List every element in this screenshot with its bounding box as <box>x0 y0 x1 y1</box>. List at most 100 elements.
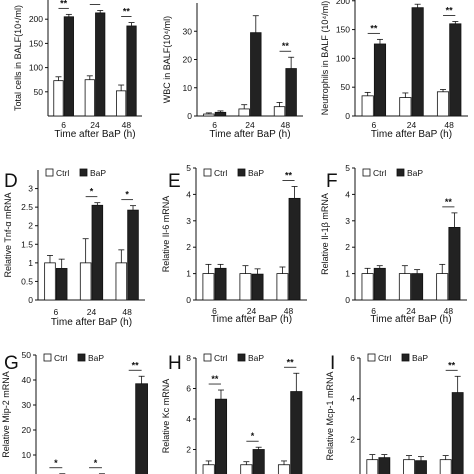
y-tick-label: 5 <box>345 163 350 173</box>
y-tick-label: 150 <box>29 38 43 48</box>
x-tick-label: 6 <box>53 307 58 317</box>
y-axis-label: Relative Mcp-1 mRNA <box>325 371 335 460</box>
significance-marker: * <box>125 190 129 200</box>
significance-marker: ** <box>123 7 131 17</box>
bar-ctrl-48h <box>116 90 127 117</box>
bar-bap-48h <box>451 392 464 474</box>
bar-bap-24h <box>91 204 104 301</box>
legend-swatch-bap <box>79 168 88 177</box>
x-tick-label: 48 <box>444 120 454 130</box>
bar-bap-6h <box>63 16 74 117</box>
significance-marker: ** <box>287 357 295 367</box>
bar-bap-48h <box>135 383 148 474</box>
y-tick-label: 6 <box>350 353 355 363</box>
y-tick-label: 50 <box>22 350 32 360</box>
bar-bap-6h <box>214 267 227 301</box>
y-tick-label: 2 <box>350 434 355 444</box>
x-axis-label: Time after BaP (h) <box>51 317 132 328</box>
y-axis-label: Relative Mip-2 mRNA <box>1 371 11 458</box>
bar-ctrl-6h <box>44 262 56 301</box>
legend-label-ctrl: Ctrl <box>373 168 386 178</box>
significance-marker: ** <box>132 360 140 370</box>
legend-label-bap: BaP <box>412 353 428 363</box>
y-tick-label: 30 <box>22 400 32 410</box>
legend-swatch-ctrl <box>367 353 376 362</box>
y-tick-label: 1.5 <box>21 239 33 249</box>
y-axis-label: WBC in BALF(10⁴/ml) <box>162 16 172 103</box>
x-axis-label: Time after BaP (h) <box>370 314 451 325</box>
y-tick-label: 0.5 <box>21 276 33 286</box>
bar-ctrl-24h <box>84 79 95 117</box>
y-tick-label: 2.5 <box>21 202 33 212</box>
legend-swatch-bap <box>237 353 246 362</box>
legend-label-bap: BaP <box>90 168 106 178</box>
y-tick-label: 1 <box>28 258 33 268</box>
x-axis-label: Time after BaP (h) <box>209 129 290 140</box>
y-axis-label: Relative Kc mRNA <box>161 379 171 454</box>
bar-bap-24h <box>250 32 262 117</box>
panel-letter: E <box>168 171 181 192</box>
legend-label-bap: BaP <box>407 168 423 178</box>
bar-bap-24h <box>411 273 424 301</box>
y-tick-label: 4 <box>186 414 191 424</box>
bar-bap-24h <box>95 12 106 117</box>
panel-d: D 0 0.5 1 1.5 2 2.5 3 Relative Tnf-α mRNA 6 * 24 * 48… <box>3 168 145 328</box>
legend-swatch-ctrl <box>45 168 54 177</box>
significance-marker: * <box>90 187 94 197</box>
x-tick-label: 48 <box>122 120 132 130</box>
y-tick-label: 200 <box>29 14 43 24</box>
x-tick-label: 48 <box>281 120 291 130</box>
bar-ctrl-24h <box>239 273 252 301</box>
y-tick-label: 2 <box>28 221 33 231</box>
y-tick-label: 2 <box>186 445 191 455</box>
legend-label-ctrl: Ctrl <box>56 168 69 178</box>
x-tick-label: 48 <box>444 306 454 316</box>
x-tick-label: 24 <box>247 306 257 316</box>
legend-swatch-bap <box>396 168 405 177</box>
x-tick-label: 24 <box>90 120 100 130</box>
y-tick-label: 4 <box>350 394 355 404</box>
y-tick-label: 30 <box>183 26 193 36</box>
y-axis-label: Relative Il-6 mRNA <box>161 196 171 273</box>
y-tick-label: 3 <box>28 184 33 194</box>
bar-bap-6h <box>373 43 387 117</box>
bar-ctrl-48h <box>273 106 286 117</box>
bar-ctrl-48h <box>277 464 291 474</box>
y-tick-label: 0 <box>186 295 191 305</box>
x-axis-label: Time after BaP (h) <box>371 129 452 140</box>
legend-swatch-ctrl <box>43 353 52 362</box>
bar-bap-6h <box>373 267 386 301</box>
y-tick-label: 1 <box>186 269 191 279</box>
y-axis-label: Neutrophils in BALF (10⁴/ml) <box>320 1 330 115</box>
x-tick-label: 6 <box>371 306 376 316</box>
significance-marker: ** <box>282 41 290 51</box>
significance-marker: * <box>251 431 255 441</box>
y-tick-label: 1 <box>345 269 350 279</box>
y-tick-label: 0 <box>28 295 33 305</box>
bar-bap-6h <box>214 398 228 474</box>
bar-ctrl-6h <box>361 95 374 117</box>
x-tick-label: 24 <box>406 306 416 316</box>
significance-marker: ** <box>91 0 99 4</box>
bar-ctrl-48h <box>115 262 128 301</box>
bar-bap-6h <box>55 268 68 301</box>
x-tick-label: 48 <box>284 306 294 316</box>
bar-ctrl-6h <box>203 113 215 117</box>
bar-bap-6h <box>378 457 391 474</box>
significance-marker: ** <box>446 6 454 16</box>
panel-letter: D <box>4 171 18 192</box>
legend-label-bap: BaP <box>88 353 104 363</box>
legend-label-ctrl: Ctrl <box>54 353 67 363</box>
y-tick-label: 20 <box>183 55 193 65</box>
legend-swatch-ctrl <box>203 353 212 362</box>
bar-bap-48h <box>448 226 461 301</box>
y-tick-label: 4 <box>345 189 350 199</box>
bar-ctrl-6h <box>366 459 379 474</box>
significance-marker: * <box>54 458 58 468</box>
y-tick-label: 20 <box>22 425 32 435</box>
y-tick-label: 3 <box>186 216 191 226</box>
y-tick-label: 2 <box>345 242 350 252</box>
bar-bap-6h <box>214 111 227 117</box>
